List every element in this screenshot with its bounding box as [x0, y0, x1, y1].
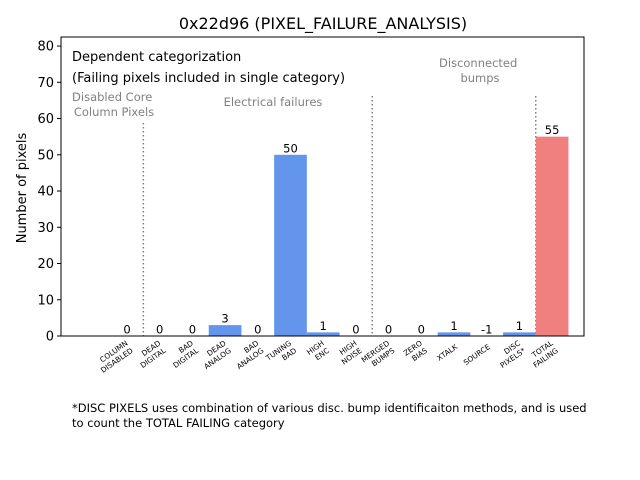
value-label: 50 — [283, 141, 298, 155]
footnote-line2: to count the TOTAL FAILING category — [72, 416, 285, 430]
x-tick-label-line: XTALK — [435, 342, 459, 363]
categorization-note: Dependent categorization (Failing pixels… — [72, 50, 345, 86]
x-tick-label: HIGHENC — [305, 339, 331, 365]
x-axis-tick-labels: COLUMNDISABLED DEADDIGITAL BADDIGITAL DEADA… — [94, 338, 560, 375]
y-tick-label: 60 — [37, 112, 54, 127]
y-axis-label: Number of pixels — [15, 132, 30, 243]
value-label: 0 — [156, 323, 163, 337]
x-tick-label: SOURCE — [462, 342, 492, 367]
x-tick-label-line: SOURCE — [462, 342, 492, 367]
bar-high-enc — [306, 332, 340, 336]
x-tick-label: TOTALFAILING — [526, 338, 560, 370]
chart-title: 0x22d96 (PIXEL_FAILURE_ANALYSIS) — [179, 14, 467, 34]
value-label: 0 — [123, 323, 130, 337]
bar-total-failing — [535, 136, 569, 336]
x-tick-label: MERGEDBUMPS — [360, 338, 397, 371]
x-tick-label: HIGHNOISE — [335, 338, 364, 366]
value-label: -1 — [481, 323, 492, 337]
group-label-disconnected: Disconnected bumps — [439, 56, 521, 85]
y-tick-label: 50 — [37, 148, 54, 163]
y-tick-label: 10 — [37, 293, 54, 308]
group-label-electrical: Electrical failures — [224, 95, 323, 109]
value-label: 1 — [516, 319, 523, 333]
x-tick-label: BADANALOG — [230, 338, 266, 371]
x-tick-label: COLUMNDISABLED — [94, 338, 135, 374]
x-tick-label: ZEROBIAS — [402, 338, 430, 365]
y-tick-label: 0 — [46, 330, 54, 345]
group-dividers — [142, 96, 537, 336]
categorization-note-line1: Dependent categorization — [72, 50, 241, 65]
group-label-disabled-core: Disabled Core Column Pixels — [72, 90, 156, 119]
plot-frame — [60, 36, 585, 337]
bar-disc-pixels — [503, 332, 536, 336]
y-tick-label: 40 — [37, 185, 54, 200]
value-label: 0 — [385, 323, 392, 337]
value-label: 3 — [221, 312, 228, 326]
value-label: 55 — [545, 123, 560, 137]
y-axis: 0 10 20 30 40 50 60 70 80 — [37, 40, 61, 345]
value-label: 1 — [320, 319, 327, 333]
value-label: 0 — [254, 323, 261, 337]
bars — [208, 136, 569, 337]
footnote: *DISC PIXELS uses combination of various… — [72, 401, 638, 431]
group-labels: Disabled Core Column Pixels Electrical f… — [72, 56, 521, 119]
x-tick-label: DISCPIXELS* — [493, 338, 527, 369]
y-tick-label: 30 — [37, 221, 54, 236]
value-label: 1 — [450, 319, 457, 333]
y-tick-label: 70 — [37, 76, 54, 91]
value-label: 0 — [189, 323, 196, 337]
bar-xtalk — [437, 332, 471, 336]
categorization-note-line2: (Failing pixels included in single categ… — [72, 71, 345, 86]
x-tick-label: DEADANALOG — [197, 338, 233, 371]
bar-tuning-bad — [274, 154, 307, 336]
footnote-line1: *DISC PIXELS uses combination of various… — [72, 401, 587, 415]
value-label: 0 — [418, 323, 425, 337]
bar-dead-analog — [208, 325, 242, 336]
x-tick-label: DEADDIGITAL — [133, 338, 168, 370]
value-labels: 0 0 0 3 0 50 1 0 0 0 1 -1 1 55 — [123, 123, 559, 336]
y-tick-label: 80 — [37, 40, 54, 55]
pixel-failure-chart: 0x22d96 (PIXEL_FAILURE_ANALYSIS) Number … — [15, 14, 585, 375]
x-tick-label: XTALK — [435, 342, 459, 363]
x-tick-label: TUNINGBAD — [263, 338, 298, 370]
value-label: 0 — [352, 323, 359, 337]
x-tick-label: BADDIGITAL — [166, 338, 201, 370]
y-tick-label: 20 — [37, 257, 54, 272]
